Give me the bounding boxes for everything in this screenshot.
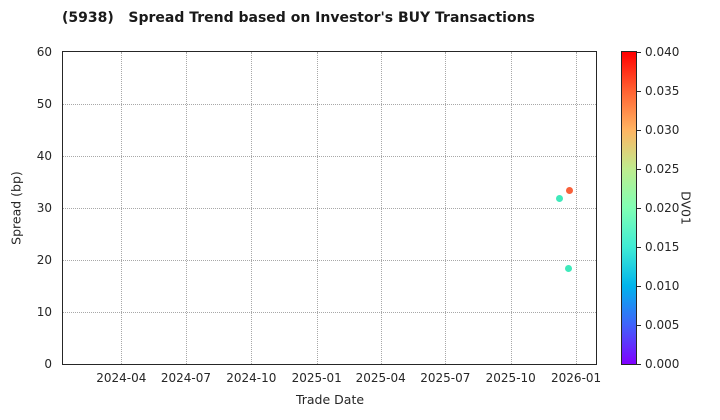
colorbar-tick	[637, 325, 641, 326]
colorbar-tick	[637, 130, 641, 131]
colorbar-tick	[637, 247, 641, 248]
y-tick-label: 60	[36, 45, 52, 59]
v-gridline	[185, 52, 187, 364]
plot-area	[62, 51, 597, 365]
colorbar-tick-label: 0.010	[645, 279, 680, 293]
colorbar-tick	[637, 91, 641, 92]
v-gridline	[121, 52, 123, 364]
v-gridline	[251, 52, 253, 364]
colorbar	[621, 51, 637, 365]
h-gridline	[63, 208, 596, 209]
x-tick-label: 2025-10	[485, 371, 536, 385]
colorbar-tick-label: 0.025	[645, 162, 680, 176]
colorbar-tick-label: 0.000	[645, 357, 680, 371]
data-point	[564, 265, 572, 273]
y-tick-label: 20	[36, 253, 52, 267]
colorbar-tick	[637, 208, 641, 209]
h-gridline	[63, 312, 596, 313]
data-point	[555, 195, 563, 203]
colorbar-tick	[637, 364, 641, 365]
colorbar-tick-label: 0.035	[645, 84, 680, 98]
v-gridline	[380, 52, 382, 364]
v-gridline	[576, 52, 578, 364]
x-tick-label: 2025-04	[355, 371, 406, 385]
data-point	[566, 187, 574, 195]
y-tick-label: 0	[44, 357, 52, 371]
colorbar-tick-label: 0.040	[645, 45, 680, 59]
y-tick-label: 10	[36, 305, 52, 319]
colorbar-tick	[637, 52, 641, 53]
x-tick-label: 2025-07	[420, 371, 471, 385]
colorbar-tick	[637, 286, 641, 287]
y-tick-label: 30	[36, 201, 52, 215]
colorbar-tick	[637, 169, 641, 170]
v-gridline	[445, 52, 447, 364]
y-tick-label: 50	[36, 97, 52, 111]
y-tick-label: 40	[36, 149, 52, 163]
colorbar-tick-label: 0.015	[645, 240, 680, 254]
x-axis-label: Trade Date	[295, 392, 365, 407]
colorbar-label: DV01	[678, 191, 694, 225]
colorbar-tick-label: 0.030	[645, 123, 680, 137]
h-gridline	[63, 156, 596, 157]
x-tick-label: 2026-01	[551, 371, 602, 385]
x-tick-label: 2025-01	[291, 371, 342, 385]
colorbar-tick-label: 0.020	[645, 201, 680, 215]
x-tick-label: 2024-07	[160, 371, 212, 385]
x-tick-label: 2024-04	[96, 371, 147, 385]
x-tick-label: 2024-10	[226, 371, 277, 385]
chart-title: (5938) Spread Trend based on Investor's …	[62, 10, 535, 26]
v-gridline	[316, 52, 318, 364]
v-gridline	[510, 52, 512, 364]
h-gridline	[63, 104, 596, 105]
colorbar-tick-label: 0.005	[645, 318, 680, 332]
h-gridline	[63, 260, 596, 261]
